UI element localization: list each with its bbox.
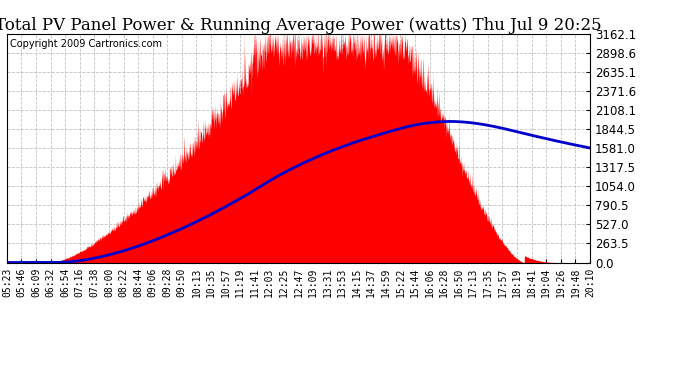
Text: Copyright 2009 Cartronics.com: Copyright 2009 Cartronics.com xyxy=(10,39,162,50)
Title: Total PV Panel Power & Running Average Power (watts) Thu Jul 9 20:25: Total PV Panel Power & Running Average P… xyxy=(0,16,602,34)
